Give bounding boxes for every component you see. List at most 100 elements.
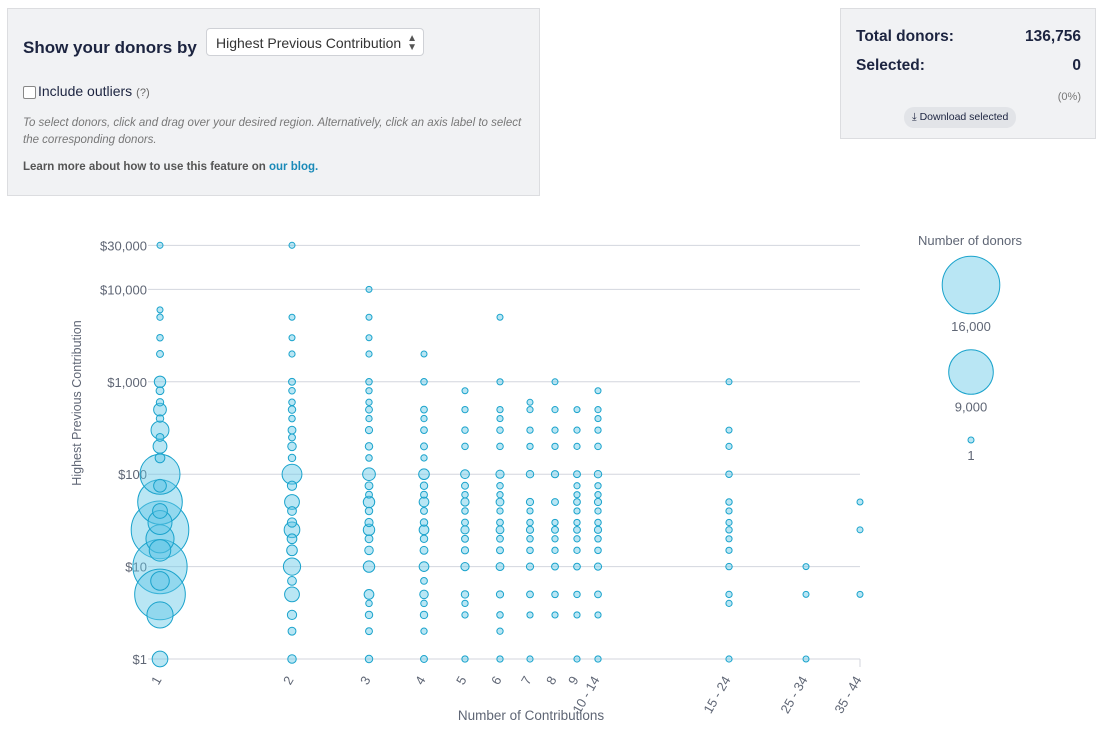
data-point[interactable] [725, 378, 733, 386]
data-point[interactable] [594, 442, 602, 451]
data-point[interactable] [287, 576, 297, 586]
data-point[interactable] [153, 402, 167, 417]
data-point[interactable] [364, 534, 374, 544]
data-point[interactable] [460, 590, 470, 599]
data-point[interactable] [151, 650, 169, 668]
data-point[interactable] [288, 433, 296, 442]
data-point[interactable] [496, 491, 504, 499]
data-point[interactable] [288, 386, 296, 395]
show-by-select[interactable]: Highest Previous Contribution ▲ ▼ [206, 28, 424, 56]
data-point[interactable] [573, 491, 581, 499]
data-point[interactable] [856, 498, 864, 506]
data-point[interactable] [593, 525, 603, 534]
data-point[interactable] [362, 523, 376, 537]
data-point[interactable] [364, 517, 374, 528]
data-point[interactable] [551, 426, 559, 434]
data-point[interactable] [156, 333, 164, 342]
data-point[interactable] [594, 535, 602, 543]
x-tick-label[interactable]: 7 [518, 673, 535, 687]
data-point[interactable] [282, 557, 302, 576]
data-point[interactable] [288, 350, 296, 358]
data-point[interactable] [362, 560, 376, 573]
data-point[interactable] [526, 442, 534, 451]
data-point[interactable] [461, 507, 469, 515]
data-point[interactable] [461, 534, 469, 543]
data-point[interactable] [495, 590, 505, 599]
data-point[interactable] [153, 375, 167, 389]
data-point[interactable] [420, 490, 428, 499]
data-point[interactable] [364, 545, 374, 556]
data-point[interactable] [146, 601, 174, 629]
data-point[interactable] [594, 518, 602, 527]
data-point[interactable] [420, 426, 428, 434]
data-point[interactable] [362, 467, 376, 482]
data-point[interactable] [154, 452, 166, 464]
data-point[interactable] [461, 655, 469, 663]
data-point[interactable] [551, 590, 559, 599]
data-point[interactable] [573, 590, 581, 599]
data-point[interactable] [725, 546, 733, 554]
data-point[interactable] [496, 414, 504, 423]
data-point[interactable] [418, 468, 430, 481]
data-point[interactable] [418, 524, 430, 536]
data-point[interactable] [288, 414, 296, 423]
data-point[interactable] [573, 655, 581, 663]
x-tick-label[interactable]: 5 [453, 673, 470, 687]
data-point[interactable] [286, 517, 298, 528]
data-point[interactable] [526, 507, 534, 515]
x-tick-label[interactable]: 3 [357, 673, 374, 687]
data-point[interactable] [573, 507, 581, 515]
data-point[interactable] [363, 589, 375, 600]
data-point[interactable] [281, 463, 303, 485]
data-point[interactable] [155, 433, 165, 442]
data-point[interactable] [364, 426, 374, 435]
data-point[interactable] [419, 610, 429, 620]
data-point[interactable] [573, 518, 581, 527]
data-point[interactable] [593, 469, 603, 479]
data-point[interactable] [594, 482, 602, 490]
data-point[interactable] [460, 469, 470, 480]
include-outliers-label[interactable]: Include outliers (?) [38, 83, 150, 99]
data-point[interactable] [551, 442, 559, 451]
data-point[interactable] [420, 454, 428, 462]
data-point[interactable] [460, 525, 470, 535]
data-point[interactable] [365, 378, 373, 386]
data-point[interactable] [573, 525, 581, 534]
data-point[interactable] [365, 285, 373, 293]
data-point[interactable] [461, 518, 469, 527]
data-point[interactable] [526, 398, 534, 406]
data-point[interactable] [155, 386, 165, 396]
x-tick-label[interactable]: 9 [565, 673, 582, 687]
data-point[interactable] [288, 313, 296, 321]
data-point[interactable] [526, 546, 534, 555]
data-point[interactable] [150, 571, 170, 591]
data-point[interactable] [725, 426, 733, 434]
x-tick-label[interactable]: 8 [543, 673, 560, 687]
data-point[interactable] [551, 406, 559, 414]
include-outliers-checkbox[interactable] [23, 86, 36, 99]
x-tick-label[interactable]: 25 - 34 [777, 673, 810, 716]
data-point[interactable] [365, 350, 373, 358]
data-point[interactable] [573, 611, 581, 619]
data-point[interactable] [364, 610, 374, 620]
data-point[interactable] [155, 414, 165, 423]
data-point[interactable] [573, 546, 581, 554]
data-point[interactable] [153, 478, 167, 493]
data-point[interactable] [725, 590, 733, 599]
data-point[interactable] [365, 627, 373, 636]
data-point[interactable] [145, 524, 175, 554]
data-point[interactable] [156, 306, 164, 314]
data-point[interactable] [496, 426, 504, 434]
x-tick-label[interactable]: 15 - 24 [700, 673, 733, 716]
data-point[interactable] [460, 562, 470, 572]
data-point[interactable] [365, 398, 373, 406]
y-tick-label[interactable]: $10,000 [100, 282, 147, 297]
data-point[interactable] [725, 655, 733, 663]
data-point[interactable] [496, 627, 504, 635]
x-tick-label[interactable]: 35 - 44 [831, 673, 864, 716]
data-point[interactable] [495, 469, 505, 479]
data-point[interactable] [461, 599, 469, 608]
data-point[interactable] [147, 510, 173, 536]
data-point[interactable] [287, 405, 297, 414]
data-point[interactable] [496, 611, 504, 619]
